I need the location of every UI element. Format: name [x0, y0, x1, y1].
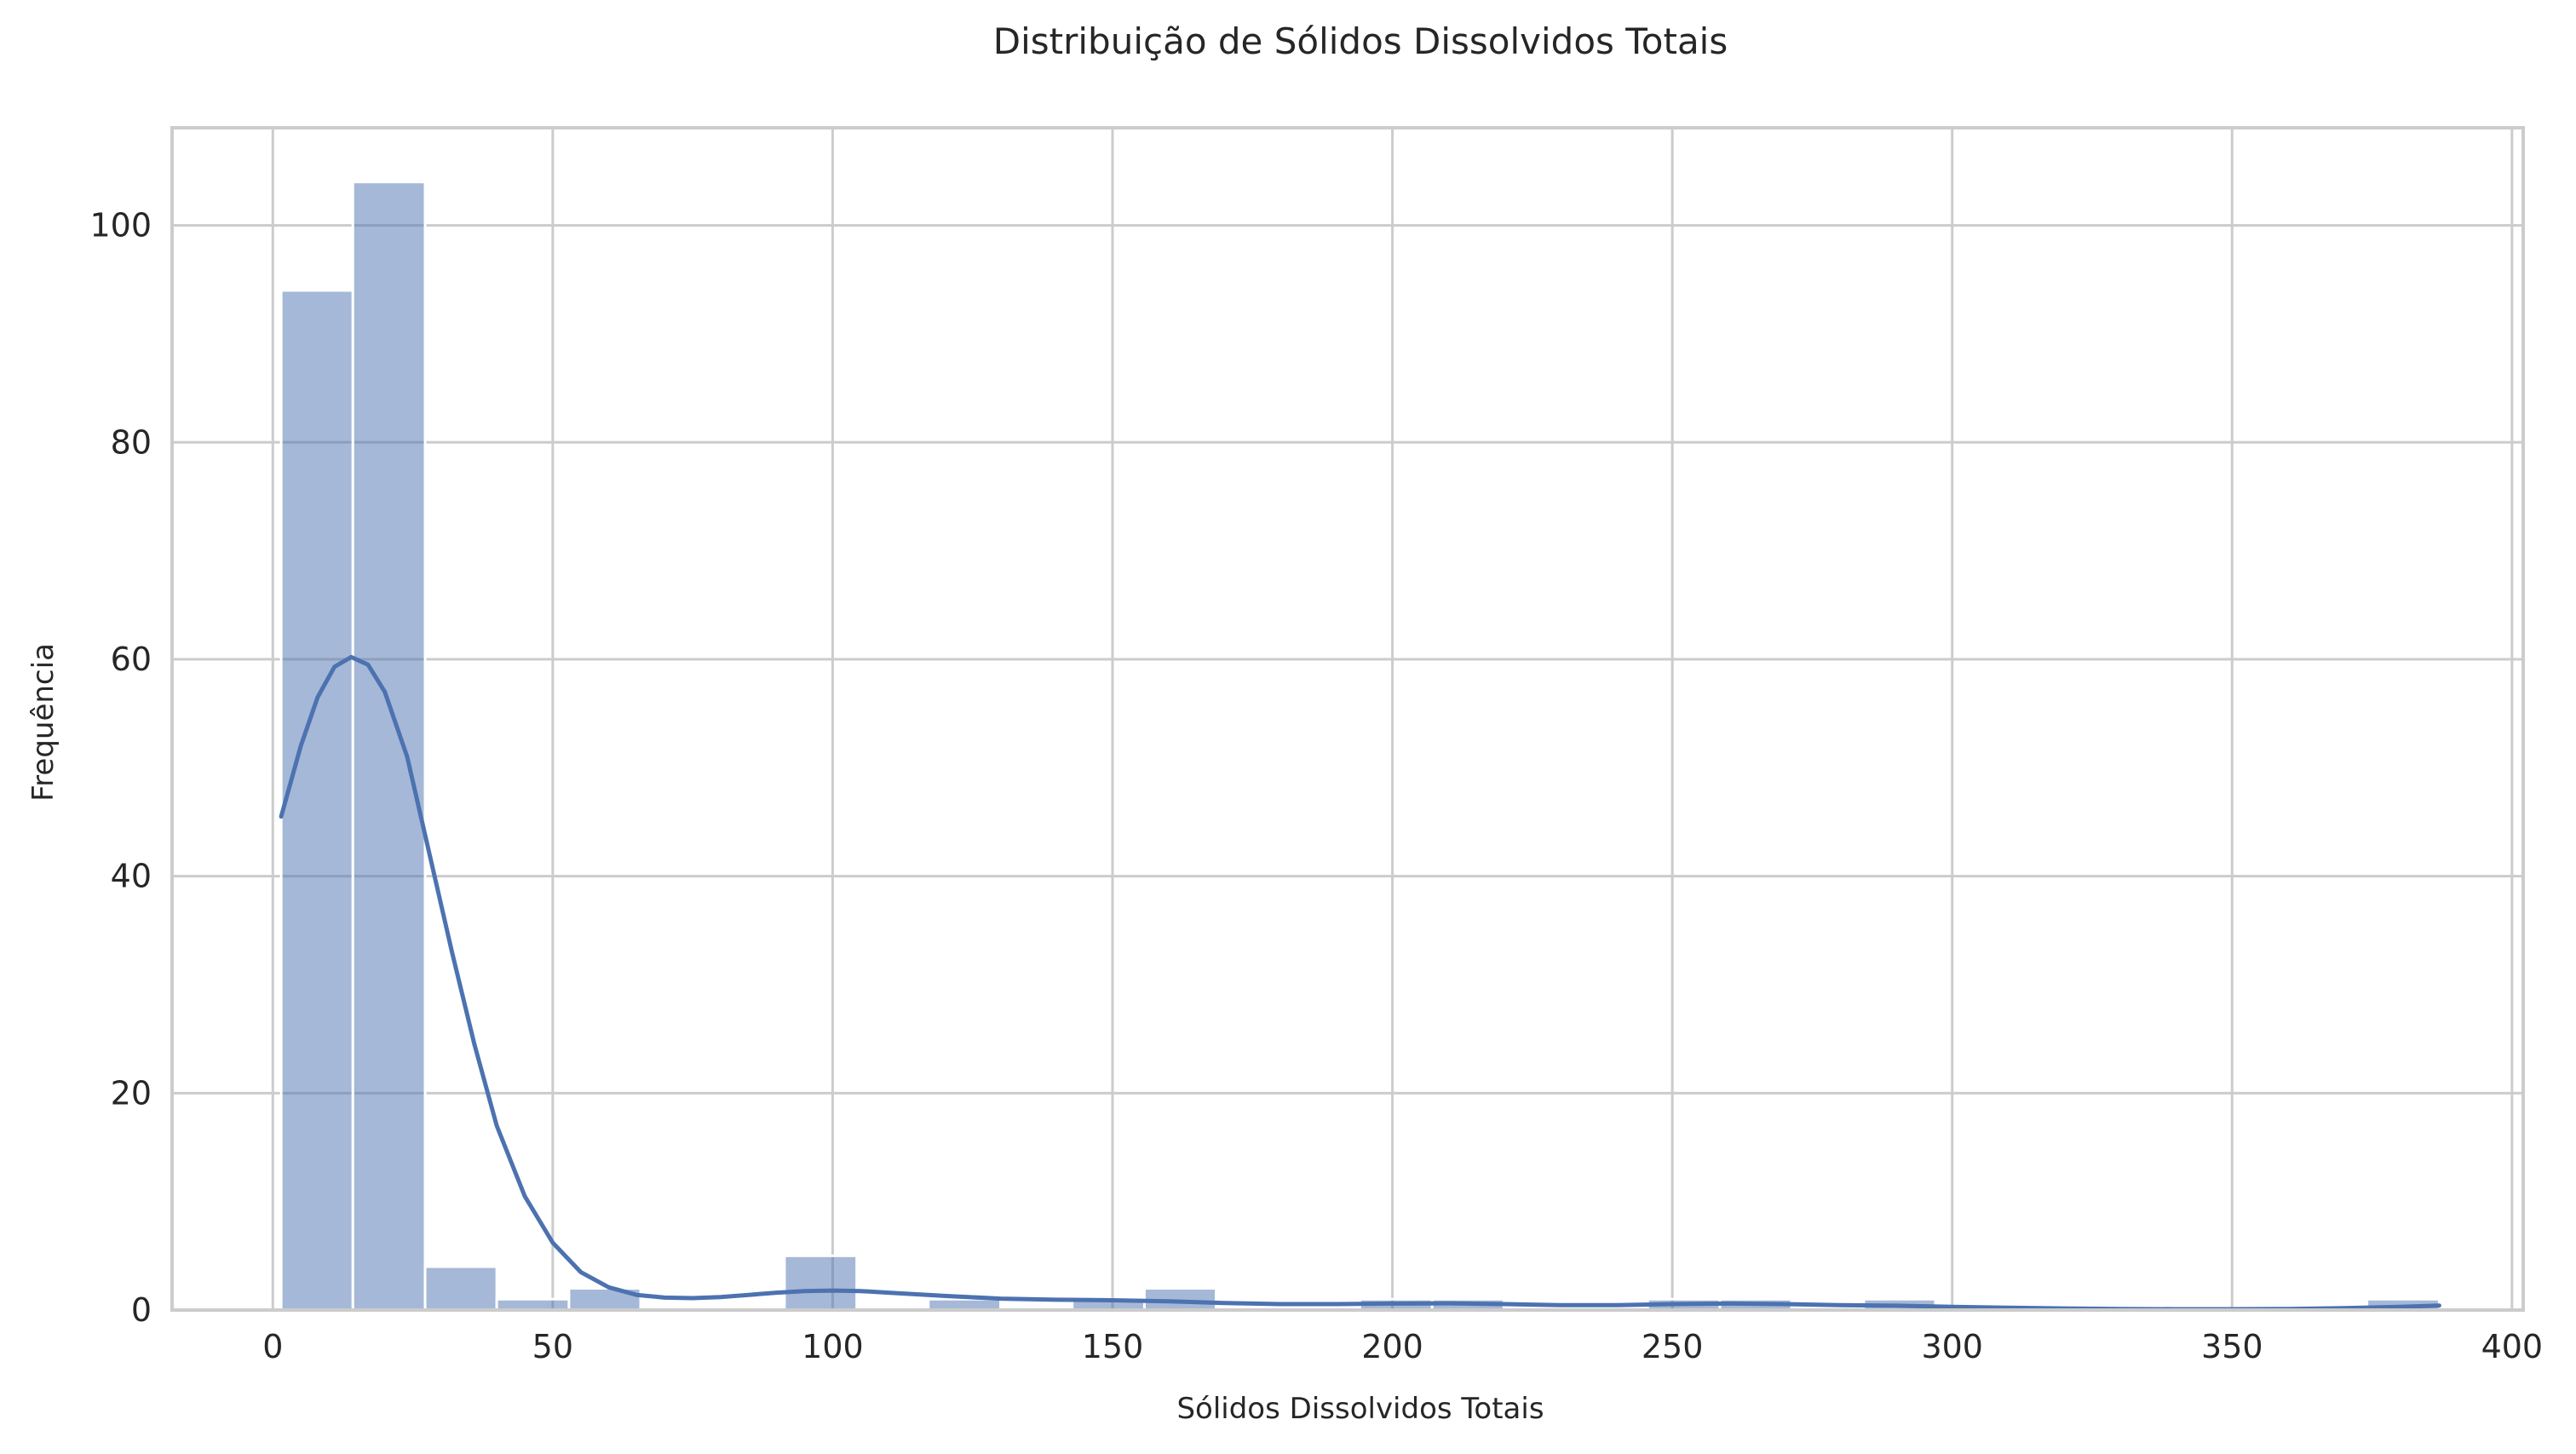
chart-title: Distribuição de Sólidos Dissolvidos Tota… — [993, 20, 1728, 62]
y-tick-label: 40 — [111, 858, 152, 895]
x-tick-label: 100 — [802, 1328, 864, 1365]
histogram-bars — [279, 181, 2441, 1312]
x-tick-label: 150 — [1082, 1328, 1144, 1365]
x-tick-label: 50 — [532, 1328, 573, 1365]
y-axis-label: Frequência — [26, 643, 60, 802]
x-axis-label: Sólidos Dissolvidos Totais — [1176, 1392, 1544, 1426]
plot-frame — [170, 126, 2525, 1312]
y-tick-label: 0 — [131, 1291, 152, 1329]
histogram-bar — [279, 289, 354, 1312]
y-tick-label: 80 — [111, 423, 152, 461]
y-tick-label: 60 — [111, 641, 152, 678]
x-tick-label: 400 — [2481, 1328, 2544, 1365]
kde-curve-group — [279, 654, 2441, 1312]
histogram-bar — [351, 181, 427, 1312]
x-tick-label: 200 — [1361, 1328, 1423, 1365]
kde-curve — [279, 654, 2441, 1312]
y-tick-labels: 0 20 40 60 80 100 — [89, 207, 152, 1329]
y-tick-label: 100 — [89, 207, 152, 244]
x-tick-labels: 0 50 100 150 200 250 300 350 400 — [262, 1328, 2543, 1365]
x-tick-label: 350 — [2201, 1328, 2263, 1365]
x-tick-label: 300 — [1921, 1328, 1983, 1365]
x-tick-label: 250 — [1642, 1328, 1704, 1365]
x-tick-label: 0 — [262, 1328, 283, 1365]
histogram-bar — [783, 1254, 859, 1312]
histogram-bar — [423, 1265, 498, 1312]
y-tick-label: 20 — [111, 1074, 152, 1112]
